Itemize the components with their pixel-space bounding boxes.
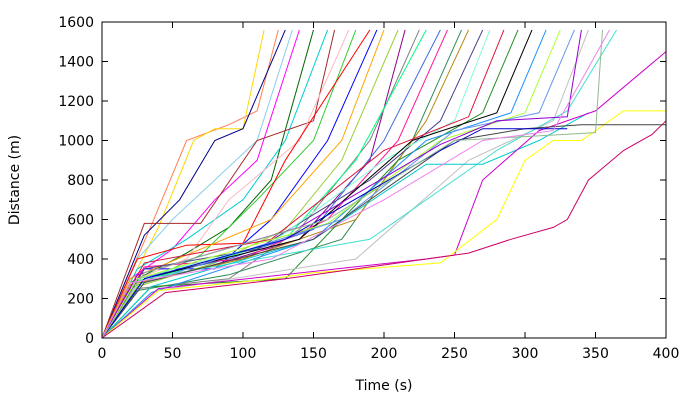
y-tick-label: 1200 [58,94,94,110]
series-line-34 [101,120,667,339]
series-line-21 [101,29,484,339]
y-tick-label: 200 [67,292,94,308]
series-line-22 [101,29,491,339]
series-line-25 [101,29,533,339]
y-tick-label: 600 [67,213,94,229]
series-line-2 [101,29,286,339]
x-tick-label: 200 [371,346,398,362]
series-line-27 [101,29,561,339]
series-line-26 [101,29,547,339]
y-tick-label: 400 [67,252,94,268]
y-tick-label: 1400 [58,55,94,71]
y-tick-label: 0 [85,331,94,347]
x-axis-title: Time (s) [355,378,413,394]
series-line-8 [101,29,350,339]
y-axis-title: Distance (m) [7,135,23,225]
series-line-31 [101,112,589,339]
series-line-37 [101,29,582,339]
series-line-33 [101,110,666,339]
y-tick-label: 1600 [58,15,94,31]
x-tick-label: 250 [441,346,468,362]
x-tick-label: 350 [582,346,609,362]
series-line-7 [101,29,336,339]
series-line-12 [101,29,385,339]
x-tick-label: 300 [512,346,539,362]
x-tick-label: 50 [164,346,182,362]
y-tick-label: 1000 [58,134,94,150]
series-line-10 [101,29,371,339]
x-tick-label: 150 [300,346,327,362]
series-line-15 [101,29,420,339]
series-line-32 [101,51,667,339]
series-line-9 [101,29,357,339]
series-line-36 [101,128,568,339]
series-layer [101,29,667,339]
x-tick-label: 100 [230,346,257,362]
x-tick-label: 0 [98,346,107,362]
series-line-38 [101,29,603,339]
series-line-39 [101,29,611,339]
x-tick-label: 400 [653,346,680,362]
series-line-19 [101,29,462,339]
ticks-layer: 0 50 100 150 200 250 300 350 400 0 200 400 600 800 100… [58,15,679,362]
y-tick-label: 800 [67,173,94,189]
